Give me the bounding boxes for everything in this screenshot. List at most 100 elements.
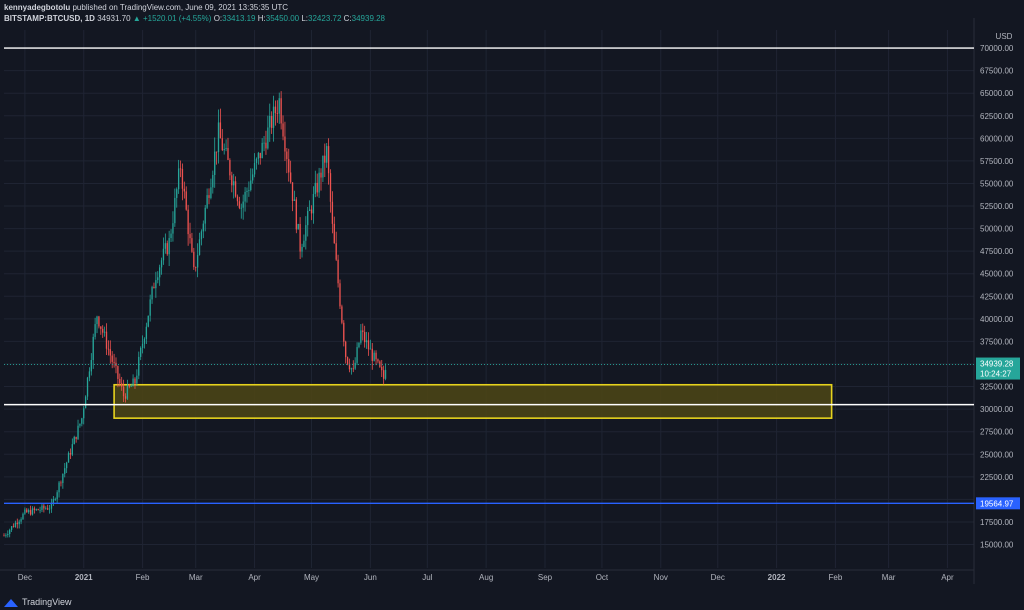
candle: [269, 103, 271, 142]
candle: [286, 147, 288, 174]
candle-body: [41, 505, 43, 510]
high-label: H:: [257, 14, 266, 23]
candle-body: [288, 159, 290, 173]
candle-body: [187, 209, 189, 235]
candle-body: [324, 155, 326, 163]
blue-price-tag: [976, 497, 1020, 510]
candle-body: [7, 534, 9, 536]
candle: [377, 358, 379, 364]
candle: [354, 357, 356, 370]
candle: [185, 186, 187, 211]
candle: [54, 497, 56, 502]
candle-body: [168, 238, 170, 255]
candle-body: [305, 225, 307, 241]
candle: [3, 533, 5, 537]
candle: [31, 506, 34, 516]
candle-body: [214, 151, 216, 175]
candle-body: [18, 521, 20, 525]
support-zone-rect: [113, 383, 833, 419]
time-tick-label: Jun: [364, 573, 377, 582]
candle-body: [343, 322, 345, 342]
candle: [373, 350, 375, 362]
time-tick-label: Mar: [882, 573, 896, 582]
publisher-name[interactable]: kennyadegbotolu: [4, 3, 71, 12]
candle-body: [365, 340, 368, 343]
candle: [379, 360, 381, 368]
candle: [52, 496, 55, 506]
candle-body: [272, 106, 275, 128]
candle-body: [221, 138, 223, 151]
candle-body: [96, 316, 98, 325]
candle-body: [225, 148, 227, 149]
candle: [250, 168, 252, 192]
candle-body: [215, 151, 218, 153]
candle-body: [286, 151, 288, 160]
candle-body: [113, 361, 115, 363]
price-tick-label: 70000.00: [980, 44, 1014, 53]
candle: [60, 480, 62, 487]
countdown-timer: 10:24:27: [980, 370, 1012, 379]
candle: [364, 325, 366, 348]
candle-body: [174, 197, 176, 224]
candle: [119, 373, 121, 387]
candle: [45, 506, 47, 510]
candle: [191, 232, 193, 253]
candle: [43, 503, 45, 513]
candle-body: [312, 194, 315, 214]
candle-body: [193, 251, 195, 268]
candle-body: [295, 199, 297, 230]
candles: [3, 91, 387, 538]
candle-body: [233, 181, 235, 186]
candle-body: [373, 352, 375, 361]
candle-body: [356, 347, 358, 363]
candle: [316, 173, 318, 197]
candle-body: [43, 505, 45, 509]
candle: [339, 279, 341, 310]
time-tick-label: Feb: [829, 573, 843, 582]
candle-body: [382, 370, 385, 379]
candle-body: [16, 522, 18, 525]
candle: [312, 186, 315, 224]
candle-body: [10, 526, 13, 530]
candle: [115, 357, 117, 374]
candle-body: [195, 267, 197, 268]
candle: [318, 167, 320, 198]
symbol-name[interactable]: BITSTAMP:BTCUSD, 1D: [4, 14, 95, 23]
candle-body: [189, 234, 191, 239]
candle: [350, 367, 353, 375]
candle-body: [107, 348, 110, 350]
candle-body: [236, 196, 239, 202]
candle-body: [176, 189, 178, 198]
candle-body: [217, 122, 220, 153]
candle-body: [246, 190, 248, 192]
candle-body: [384, 369, 387, 379]
candle: [278, 92, 280, 124]
candle: [103, 326, 106, 337]
candle: [126, 379, 129, 400]
candle-body: [270, 115, 273, 128]
candle-body: [297, 223, 299, 230]
open-label: O:: [213, 14, 223, 23]
candle-body: [153, 286, 155, 289]
price-tick-label: 32500.00: [980, 383, 1014, 392]
candle: [147, 315, 149, 328]
candle: [187, 204, 189, 246]
candle: [102, 325, 104, 338]
time-tick-label: Dec: [18, 573, 32, 582]
candle-body: [103, 331, 106, 333]
candle-body: [149, 299, 151, 316]
candle-body: [301, 246, 303, 252]
candle: [39, 506, 41, 514]
candle: [181, 163, 184, 201]
candle: [229, 158, 231, 181]
candle: [151, 285, 153, 304]
candle-body: [314, 182, 316, 195]
candle: [58, 481, 60, 498]
candle-body: [191, 238, 193, 252]
candle: [261, 138, 263, 159]
candle: [263, 136, 265, 152]
candle: [145, 322, 148, 344]
candle: [105, 323, 108, 355]
candle: [257, 151, 260, 165]
